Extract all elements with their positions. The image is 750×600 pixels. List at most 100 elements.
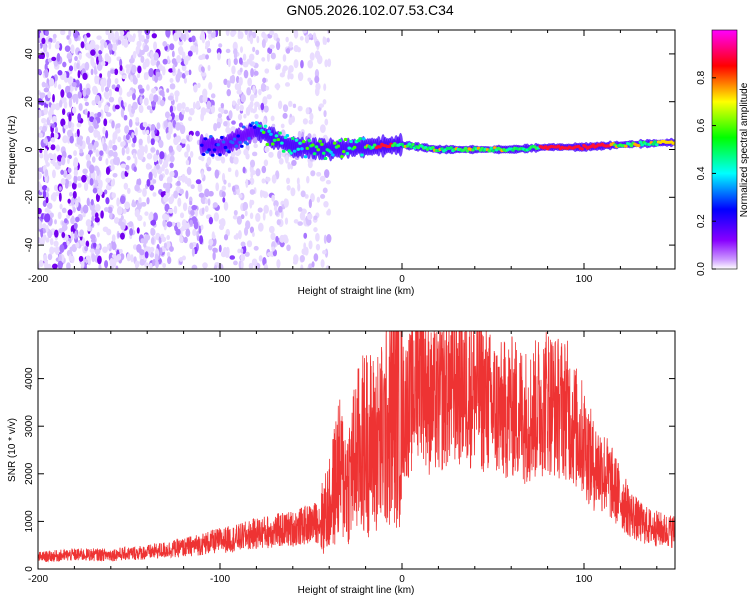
spectrogram-speckle (286, 177, 291, 185)
spectrogram-speckle (91, 215, 95, 222)
spectrogram-speckle (313, 227, 318, 233)
spectrogram-speckle (103, 91, 110, 99)
spectrogram-speckle (263, 263, 269, 269)
spectrogram-speckle (94, 179, 99, 187)
spectrogram-speckle (215, 182, 220, 192)
spectrogram-speckle (216, 121, 221, 129)
spectrogram-speckle (119, 195, 126, 204)
spectrogram-core (332, 141, 337, 145)
spectrogram-speckle (60, 30, 66, 36)
spectrogram-speckle (89, 116, 95, 123)
spectrogram-speckle (308, 119, 314, 125)
spectrogram-speckle (230, 30, 236, 37)
spectrogram-core (301, 139, 306, 144)
spectrogram-speckle (320, 194, 326, 199)
spectrogram-speckle (149, 262, 153, 269)
spectrogram-speckle (76, 122, 82, 128)
spectrogram-speckle (269, 209, 273, 217)
spectrogram-speckle (223, 234, 229, 241)
spectrogram-speckle (323, 37, 328, 45)
spectrogram-speckle (102, 246, 108, 253)
spectrogram-speckle (297, 182, 301, 192)
spectrogram-speckle (198, 155, 204, 161)
spectrogram-speckle (144, 144, 148, 154)
spectrogram-speckle (42, 125, 47, 133)
spectrogram-speckle (229, 255, 236, 260)
spectrogram-speckle (114, 87, 120, 92)
spectrogram-speckle (195, 45, 199, 55)
spectrogram-speckle (188, 69, 192, 76)
spectrogram-speckle (113, 217, 120, 224)
spectrogram-speckle (115, 127, 121, 134)
spectrogram-speckle (245, 220, 251, 230)
spectrogram-core (236, 134, 240, 138)
spectrogram-speckle (166, 176, 173, 184)
spectrogram-speckle (302, 118, 308, 125)
spectrogram-speckle (138, 197, 142, 204)
spectrogram-speckle (249, 177, 255, 185)
spectrogram-speckle (308, 33, 313, 39)
snr-xtick-label: 0 (399, 574, 405, 585)
spectrogram-speckle (275, 41, 281, 51)
spectrogram-speckle (72, 190, 77, 199)
spectrogram-speckle (304, 34, 310, 44)
spectrogram-speckle (243, 69, 249, 79)
snr-frame (37, 330, 676, 570)
spectrogram-speckle (64, 45, 71, 52)
spectrogram-speckle (43, 87, 50, 93)
spectrogram-core (338, 138, 342, 143)
spectrogram-speckle (116, 254, 122, 261)
spectrogram-speckle (233, 234, 238, 240)
spectrogram-speckle (60, 169, 65, 175)
spectrogram-speckle (68, 98, 73, 108)
spectrogram-speckle (38, 172, 42, 180)
spectrogram-speckle (85, 135, 91, 145)
spectrogram-speckle (198, 192, 205, 198)
spectrogram-speckle (183, 33, 187, 42)
spectrogram-speckle (86, 32, 91, 38)
spectrogram-speckle (124, 126, 129, 132)
spectrogram-speckle (38, 220, 43, 230)
spectrogram-speckle (94, 216, 100, 223)
spectrogram-speckle (104, 260, 109, 269)
spectrogram-speckle (59, 244, 65, 253)
spectrogram-speckle (52, 33, 57, 39)
spectrogram-core (640, 143, 645, 147)
spectrogram-speckle (108, 96, 115, 103)
spectrogram-speckle (120, 170, 126, 180)
spectrogram-speckle (131, 142, 136, 148)
spectrogram-speckle (166, 251, 171, 258)
snr-xtick-label: -200 (28, 574, 48, 585)
spectrogram-speckle (167, 208, 174, 214)
spectrogram-speckle (299, 255, 305, 263)
spectrogram-core (292, 149, 297, 153)
spectrogram-speckle (323, 83, 327, 91)
spectrogram-speckle (181, 72, 186, 79)
spectrogram-speckle (43, 138, 48, 144)
spectrogram-speckle (207, 30, 212, 34)
spectrogram-speckle (152, 192, 157, 197)
spectrogram-speckle (128, 58, 135, 64)
spectrogram-core (655, 143, 659, 147)
spectrogram-speckle (169, 245, 174, 252)
spectrogram-speckle (206, 166, 212, 172)
spectrogram-core (340, 155, 344, 159)
spectrogram-speckle (274, 83, 281, 90)
spectrogram-speckle (183, 57, 189, 66)
spectrogram-speckle (154, 75, 159, 83)
spectrogram-speckle (44, 30, 49, 37)
spectrogram-speckle (105, 130, 109, 139)
spectrogram-speckle (94, 203, 101, 212)
spectrogram-core (280, 141, 284, 145)
spectrogram-speckle (150, 123, 156, 132)
spectrogram-speckle (66, 262, 71, 269)
colorbar-tick-label: 0.2 (696, 214, 707, 228)
spectrogram-speckle (73, 150, 78, 157)
spectrogram-speckle (134, 127, 138, 137)
spectrogram-speckle (46, 187, 50, 192)
spectrogram-speckle (225, 30, 230, 37)
spectrogram-speckle (315, 40, 320, 47)
spectrogram-speckle (151, 129, 155, 139)
spectrogram-speckle (103, 207, 109, 212)
spectrogram-speckle (184, 106, 190, 113)
